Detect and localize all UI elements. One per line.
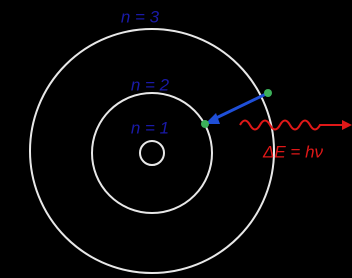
electron-outer — [264, 89, 272, 97]
level-label: n = 1 — [131, 118, 169, 137]
background — [0, 0, 352, 278]
level-label: n = 3 — [121, 7, 160, 26]
electron-inner — [201, 120, 209, 128]
bohr-diagram: n = 3 n = 2 n = 1 ΔE = hν — [0, 0, 352, 278]
page: n = 3 n = 2 n = 1 ΔE = hν {"levels": ["n… — [0, 0, 352, 278]
energy-equation: ΔE = hν — [262, 142, 324, 161]
level-label: n = 2 — [131, 75, 170, 94]
